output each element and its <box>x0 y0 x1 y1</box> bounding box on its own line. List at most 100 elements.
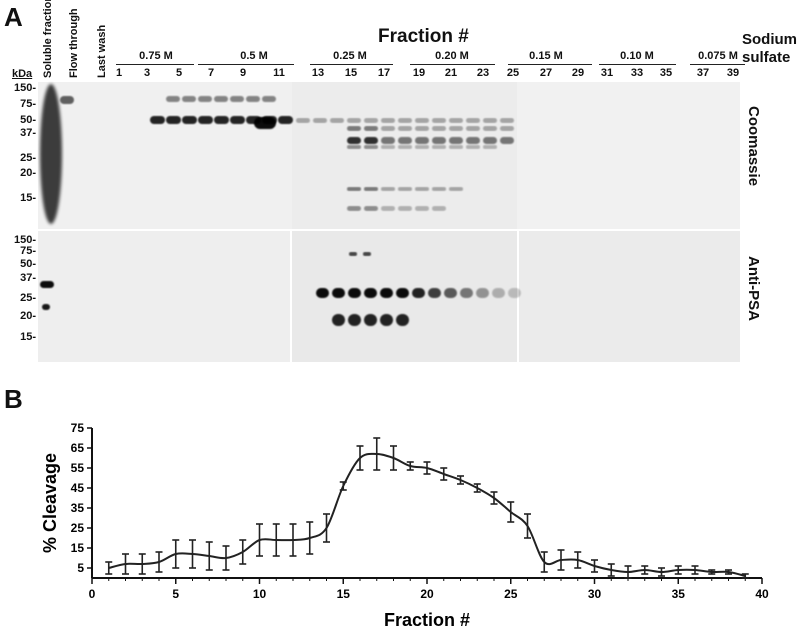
x-tick-label: 40 <box>755 587 769 601</box>
coomassie-band <box>449 126 463 131</box>
concentration-label: 0.75 M <box>139 50 173 62</box>
concentration-bracket <box>410 64 495 65</box>
x-axis-label: Fraction # <box>384 610 470 630</box>
coomassie-band <box>415 126 429 131</box>
panel-a-letter: A <box>4 2 23 32</box>
antipsa-30kda-band <box>508 288 521 298</box>
y-tick-label: 75 <box>71 421 85 435</box>
antipsa-30kda-band <box>476 288 489 298</box>
coomassie-band <box>415 118 429 123</box>
coomassie-band <box>500 126 514 131</box>
coomassie-label: Coomassie <box>745 106 762 187</box>
coomassie-band <box>432 126 446 131</box>
lane-label-rotated: Flow through <box>68 8 80 78</box>
antipsa-30kda-band <box>428 288 441 298</box>
x-tick-label: 5 <box>172 587 179 601</box>
concentration-label: 0.10 M <box>620 50 654 62</box>
coomassie-band <box>398 126 412 131</box>
coomassie-band <box>313 118 327 123</box>
coomassie-band <box>415 145 429 149</box>
y-axis-label: % Cleavage <box>40 453 60 553</box>
y-tick-label: 25 <box>71 521 85 535</box>
concentration-bracket <box>116 64 194 65</box>
coomassie-kda-tick: 15- <box>20 192 36 204</box>
lane-number: 13 <box>311 67 325 79</box>
antipsa-30kda-band <box>316 288 329 298</box>
lane-number: 15 <box>344 67 358 79</box>
coomassie-37kda-band <box>500 137 514 144</box>
x-tick-label: 35 <box>672 587 686 601</box>
antipsa-kda-tick: 75- <box>20 245 36 257</box>
antipsa-blot-panel-3 <box>519 231 740 362</box>
coomassie-band <box>347 126 361 131</box>
antipsa-30kda-band <box>396 288 409 298</box>
antipsa-kda-tick: 25- <box>20 292 36 304</box>
coomassie-band <box>364 145 378 149</box>
coomassie-band <box>415 187 429 191</box>
flow-through-band <box>60 96 74 104</box>
coomassie-band <box>398 206 412 211</box>
kda-label: kDa <box>12 68 33 80</box>
coomassie-kda-tick: 20- <box>20 167 36 179</box>
coomassie-band <box>398 187 412 191</box>
x-tick-label: 10 <box>253 587 267 601</box>
concentration-bracket <box>690 64 745 65</box>
lane-number: 3 <box>143 67 151 79</box>
coomassie-37kda-band <box>449 137 463 144</box>
coomassie-37kda-band <box>415 137 429 144</box>
lane-number: 39 <box>726 67 740 79</box>
coomassie-37kda-band <box>381 137 395 144</box>
lane-number: 9 <box>239 67 247 79</box>
concentration-label: 0.5 M <box>240 50 268 62</box>
lane-number: 37 <box>696 67 710 79</box>
lane-label-rotated: Last wash <box>96 24 108 78</box>
soluble-antipsa-band <box>42 304 50 310</box>
y-tick-label: 65 <box>71 441 85 455</box>
coomassie-37kda-band <box>483 137 497 144</box>
antipsa-30kda-band <box>460 288 473 298</box>
x-tick-label: 30 <box>588 587 602 601</box>
lane-number: 31 <box>600 67 614 79</box>
coomassie-band <box>347 118 361 123</box>
concentration-label: 0.25 M <box>333 50 367 62</box>
coomassie-band <box>364 126 378 131</box>
coomassie-50kda-band <box>150 116 165 124</box>
coomassie-50kda-band <box>214 116 229 124</box>
y-tick-label: 5 <box>77 561 84 575</box>
coomassie-50kda-band <box>198 116 213 124</box>
coomassie-75kda-band <box>246 96 260 102</box>
antipsa-30kda-band <box>444 288 457 298</box>
coomassie-band <box>364 187 378 191</box>
coomassie-band <box>432 206 446 211</box>
coomassie-band <box>347 145 361 149</box>
lane-number: 21 <box>444 67 458 79</box>
antipsa-75kda-band <box>349 252 357 256</box>
coomassie-kda-tick: 50- <box>20 114 36 126</box>
coomassie-37kda-band <box>364 137 378 144</box>
coomassie-gel-panel-2 <box>292 82 517 229</box>
coomassie-37kda-band <box>432 137 446 144</box>
fraction-title: Fraction # <box>378 26 469 47</box>
coomassie-band <box>483 118 497 123</box>
y-tick-label: 15 <box>71 541 85 555</box>
concentration-bracket <box>599 64 676 65</box>
coomassie-band <box>449 187 463 191</box>
antipsa-20kda-band <box>396 314 409 326</box>
x-tick-label: 20 <box>420 587 434 601</box>
coomassie-band <box>432 187 446 191</box>
coomassie-band <box>381 118 395 123</box>
coomassie-band <box>432 145 446 149</box>
coomassie-band <box>347 206 361 211</box>
x-tick-label: 15 <box>337 587 351 601</box>
lane-number: 17 <box>377 67 391 79</box>
antipsa-blot-panel-1 <box>38 231 290 362</box>
lane-number: 19 <box>412 67 426 79</box>
soluble-antipsa-band <box>40 281 54 288</box>
coomassie-band <box>483 145 497 149</box>
coomassie-75kda-band <box>198 96 212 102</box>
coomassie-band <box>398 145 412 149</box>
x-tick-label: 25 <box>504 587 518 601</box>
concentration-label: 0.075 M <box>698 50 738 62</box>
concentration-bracket <box>198 64 294 65</box>
